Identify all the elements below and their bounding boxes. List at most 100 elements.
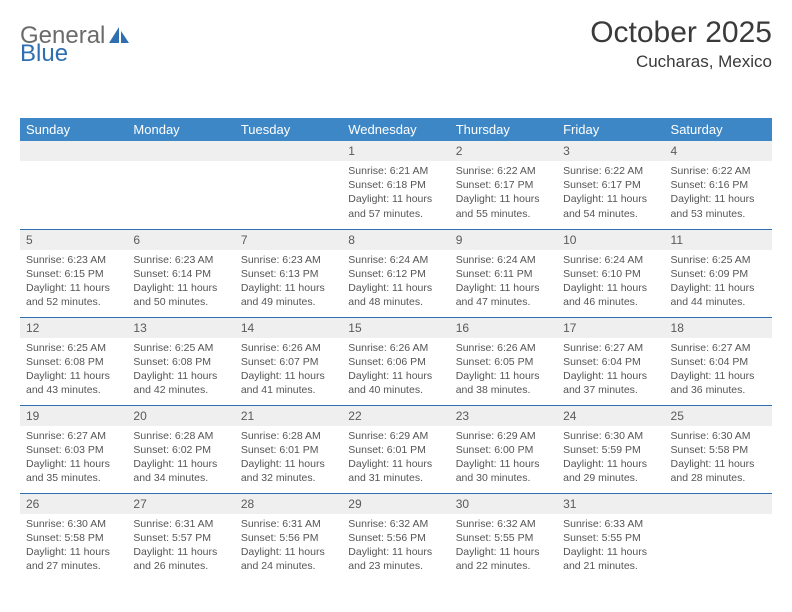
daylight-text: Daylight: 11 hours and 38 minutes.: [456, 369, 551, 397]
calendar-day-cell: 25Sunrise: 6:30 AMSunset: 5:58 PMDayligh…: [665, 405, 772, 493]
calendar-day-cell: 30Sunrise: 6:32 AMSunset: 5:55 PMDayligh…: [450, 493, 557, 581]
daylight-text: Daylight: 11 hours and 55 minutes.: [456, 192, 551, 220]
calendar-day-cell: 12Sunrise: 6:25 AMSunset: 6:08 PMDayligh…: [20, 317, 127, 405]
day-details: [665, 514, 772, 564]
sunrise-text: Sunrise: 6:30 AM: [671, 429, 766, 443]
sunrise-text: Sunrise: 6:29 AM: [348, 429, 443, 443]
weekday-header: Wednesday: [342, 118, 449, 141]
calendar-day-cell: [665, 493, 772, 581]
day-number: 18: [665, 318, 772, 338]
calendar-day-cell: 14Sunrise: 6:26 AMSunset: 6:07 PMDayligh…: [235, 317, 342, 405]
calendar-day-cell: 13Sunrise: 6:25 AMSunset: 6:08 PMDayligh…: [127, 317, 234, 405]
day-number: [665, 494, 772, 514]
weekday-header: Thursday: [450, 118, 557, 141]
day-details: Sunrise: 6:31 AMSunset: 5:56 PMDaylight:…: [235, 514, 342, 578]
sunset-text: Sunset: 6:08 PM: [26, 355, 121, 369]
sunrise-text: Sunrise: 6:25 AM: [133, 341, 228, 355]
sunset-text: Sunset: 5:58 PM: [26, 531, 121, 545]
calendar-day-cell: 23Sunrise: 6:29 AMSunset: 6:00 PMDayligh…: [450, 405, 557, 493]
sunset-text: Sunset: 6:02 PM: [133, 443, 228, 457]
sunrise-text: Sunrise: 6:26 AM: [241, 341, 336, 355]
calendar-day-cell: 26Sunrise: 6:30 AMSunset: 5:58 PMDayligh…: [20, 493, 127, 581]
calendar-day-cell: 2Sunrise: 6:22 AMSunset: 6:17 PMDaylight…: [450, 141, 557, 229]
sunset-text: Sunset: 6:13 PM: [241, 267, 336, 281]
day-number: 15: [342, 318, 449, 338]
weekday-header: Sunday: [20, 118, 127, 141]
calendar-day-cell: 4Sunrise: 6:22 AMSunset: 6:16 PMDaylight…: [665, 141, 772, 229]
sunrise-text: Sunrise: 6:24 AM: [456, 253, 551, 267]
calendar-day-cell: 6Sunrise: 6:23 AMSunset: 6:14 PMDaylight…: [127, 229, 234, 317]
day-details: Sunrise: 6:30 AMSunset: 5:58 PMDaylight:…: [20, 514, 127, 578]
day-details: Sunrise: 6:24 AMSunset: 6:12 PMDaylight:…: [342, 250, 449, 314]
sunset-text: Sunset: 5:58 PM: [671, 443, 766, 457]
sunrise-text: Sunrise: 6:25 AM: [671, 253, 766, 267]
sunrise-text: Sunrise: 6:27 AM: [563, 341, 658, 355]
day-details: Sunrise: 6:32 AMSunset: 5:56 PMDaylight:…: [342, 514, 449, 578]
calendar-day-cell: 9Sunrise: 6:24 AMSunset: 6:11 PMDaylight…: [450, 229, 557, 317]
day-details: Sunrise: 6:22 AMSunset: 6:17 PMDaylight:…: [450, 161, 557, 225]
sunrise-text: Sunrise: 6:26 AM: [348, 341, 443, 355]
day-number: 19: [20, 406, 127, 426]
calendar-day-cell: 28Sunrise: 6:31 AMSunset: 5:56 PMDayligh…: [235, 493, 342, 581]
sunrise-text: Sunrise: 6:29 AM: [456, 429, 551, 443]
day-details: Sunrise: 6:24 AMSunset: 6:10 PMDaylight:…: [557, 250, 664, 314]
calendar-day-cell: 21Sunrise: 6:28 AMSunset: 6:01 PMDayligh…: [235, 405, 342, 493]
day-details: Sunrise: 6:28 AMSunset: 6:02 PMDaylight:…: [127, 426, 234, 490]
day-details: Sunrise: 6:23 AMSunset: 6:14 PMDaylight:…: [127, 250, 234, 314]
sunrise-text: Sunrise: 6:26 AM: [456, 341, 551, 355]
daylight-text: Daylight: 11 hours and 35 minutes.: [26, 457, 121, 485]
day-number: 5: [20, 230, 127, 250]
day-details: Sunrise: 6:25 AMSunset: 6:09 PMDaylight:…: [665, 250, 772, 314]
sunrise-text: Sunrise: 6:30 AM: [563, 429, 658, 443]
day-number: 29: [342, 494, 449, 514]
day-details: [235, 161, 342, 211]
day-details: Sunrise: 6:31 AMSunset: 5:57 PMDaylight:…: [127, 514, 234, 578]
day-number: [235, 141, 342, 161]
sunrise-text: Sunrise: 6:23 AM: [133, 253, 228, 267]
calendar-day-cell: 27Sunrise: 6:31 AMSunset: 5:57 PMDayligh…: [127, 493, 234, 581]
calendar-day-cell: 10Sunrise: 6:24 AMSunset: 6:10 PMDayligh…: [557, 229, 664, 317]
day-details: Sunrise: 6:28 AMSunset: 6:01 PMDaylight:…: [235, 426, 342, 490]
day-number: 6: [127, 230, 234, 250]
day-details: Sunrise: 6:32 AMSunset: 5:55 PMDaylight:…: [450, 514, 557, 578]
day-number: 12: [20, 318, 127, 338]
sunset-text: Sunset: 6:16 PM: [671, 178, 766, 192]
sunset-text: Sunset: 6:12 PM: [348, 267, 443, 281]
day-details: Sunrise: 6:25 AMSunset: 6:08 PMDaylight:…: [20, 338, 127, 402]
day-number: 20: [127, 406, 234, 426]
day-number: 14: [235, 318, 342, 338]
day-details: Sunrise: 6:22 AMSunset: 6:16 PMDaylight:…: [665, 161, 772, 225]
daylight-text: Daylight: 11 hours and 32 minutes.: [241, 457, 336, 485]
daylight-text: Daylight: 11 hours and 50 minutes.: [133, 281, 228, 309]
day-number: 10: [557, 230, 664, 250]
calendar-week-row: 5Sunrise: 6:23 AMSunset: 6:15 PMDaylight…: [20, 229, 772, 317]
day-number: 23: [450, 406, 557, 426]
daylight-text: Daylight: 11 hours and 30 minutes.: [456, 457, 551, 485]
daylight-text: Daylight: 11 hours and 29 minutes.: [563, 457, 658, 485]
day-details: Sunrise: 6:27 AMSunset: 6:04 PMDaylight:…: [557, 338, 664, 402]
calendar-week-row: 1Sunrise: 6:21 AMSunset: 6:18 PMDaylight…: [20, 141, 772, 229]
calendar-day-cell: 16Sunrise: 6:26 AMSunset: 6:05 PMDayligh…: [450, 317, 557, 405]
daylight-text: Daylight: 11 hours and 47 minutes.: [456, 281, 551, 309]
day-number: 25: [665, 406, 772, 426]
logo-word-2: Blue: [20, 40, 68, 67]
day-number: 8: [342, 230, 449, 250]
sunrise-text: Sunrise: 6:27 AM: [26, 429, 121, 443]
location-label: Cucharas, Mexico: [590, 52, 772, 72]
sunrise-text: Sunrise: 6:27 AM: [671, 341, 766, 355]
sunrise-text: Sunrise: 6:32 AM: [348, 517, 443, 531]
day-details: Sunrise: 6:23 AMSunset: 6:15 PMDaylight:…: [20, 250, 127, 314]
weekday-header: Friday: [557, 118, 664, 141]
sunrise-text: Sunrise: 6:31 AM: [133, 517, 228, 531]
sunrise-text: Sunrise: 6:24 AM: [563, 253, 658, 267]
sunset-text: Sunset: 5:59 PM: [563, 443, 658, 457]
calendar-day-cell: 19Sunrise: 6:27 AMSunset: 6:03 PMDayligh…: [20, 405, 127, 493]
calendar-day-cell: 24Sunrise: 6:30 AMSunset: 5:59 PMDayligh…: [557, 405, 664, 493]
daylight-text: Daylight: 11 hours and 37 minutes.: [563, 369, 658, 397]
calendar-day-cell: 3Sunrise: 6:22 AMSunset: 6:17 PMDaylight…: [557, 141, 664, 229]
sunset-text: Sunset: 6:10 PM: [563, 267, 658, 281]
day-number: 16: [450, 318, 557, 338]
sunset-text: Sunset: 6:06 PM: [348, 355, 443, 369]
sunset-text: Sunset: 6:17 PM: [563, 178, 658, 192]
sunrise-text: Sunrise: 6:28 AM: [133, 429, 228, 443]
